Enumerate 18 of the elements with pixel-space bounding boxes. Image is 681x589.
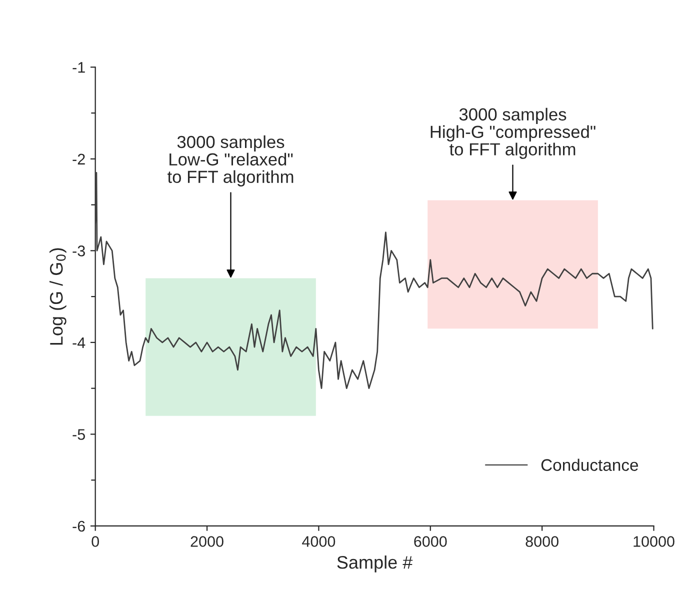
x-tick-label: 8000 <box>526 536 558 547</box>
y-tick-label: -6 <box>72 520 85 532</box>
x-axis-title: Sample # <box>337 555 413 572</box>
y-tick-label: -3 <box>72 246 85 256</box>
y-tick-label: -1 <box>72 62 85 73</box>
y-tick-label: -2 <box>72 154 85 164</box>
annotation: 3000 samples High-G "compressed" to FFT algorithm <box>430 108 596 159</box>
x-tick-label: 6000 <box>414 536 447 547</box>
legend-label: Conductance <box>541 458 638 471</box>
y-tick-label: -5 <box>72 429 85 440</box>
x-tick-label: 0 <box>92 536 99 547</box>
annotation: 3000 samples Low-G "relaxed" to FFT algorithm <box>168 135 294 186</box>
y-axis-title: Log (G / G$_{0}$) <box>50 248 66 345</box>
line-series <box>95 172 654 390</box>
x-tick-label: 4000 <box>302 536 336 547</box>
y-tick-label: -4 <box>72 337 86 348</box>
x-tick-label: 2000 <box>190 536 224 547</box>
x-tick-label: 10000 <box>634 536 674 547</box>
